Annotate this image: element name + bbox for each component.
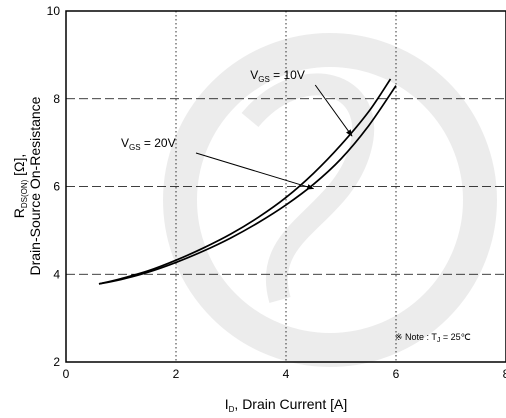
y-tick-label: 8 [53,92,60,106]
x-tick-label: 8 [503,367,506,381]
y-axis-title: RDS(ON) [Ω], Drain-Source On-Resistance [11,96,43,275]
note-text: ※ Note : TJ = 25℃ [395,332,471,344]
x-tick-label: 6 [393,367,400,381]
x-tick-label: 0 [63,367,70,381]
y-axis-title-main: R [11,208,27,218]
tick-labels: 02468246810 [47,4,506,381]
x-axis-title-main: I [225,396,229,412]
y-tick-label: 10 [47,4,61,18]
y-tick-label: 6 [53,180,60,194]
note-prefix: ※ Note : T [395,332,437,342]
y-axis-title-line2: Drain-Source On-Resistance [27,96,43,275]
x-tick-label: 2 [173,367,180,381]
y-tick-label: 2 [53,355,60,369]
annotation-layer: VGS = 10V VGS = 20V [121,68,353,190]
annotation-label-vgs-10v: VGS = 10V [250,68,305,84]
plot-frame [65,10,506,363]
note-sub: J [437,337,441,344]
x-axis-title: ID, Drain Current [A] [225,396,348,414]
y-axis-title-rest: [Ω], [11,154,27,180]
x-tick-label: 4 [283,367,290,381]
y-tick-label: 4 [53,267,60,281]
y-axis-title-line1: RDS(ON) [Ω], [11,154,29,219]
annotation-arrow [195,152,315,190]
note-rest: = 25℃ [440,332,470,342]
series-layer [98,78,397,285]
annotation-arrow [314,84,353,137]
x-axis-title-sub: D [229,405,235,414]
y-axis-title-sub: DS(ON) [20,179,29,208]
series-line-vgs-10v [98,78,392,285]
x-axis-title-rest: , Drain Current [A] [234,396,347,412]
annotation-label-vgs-20v: VGS = 20V [121,136,176,152]
series-line-vgs-20v [98,85,397,285]
